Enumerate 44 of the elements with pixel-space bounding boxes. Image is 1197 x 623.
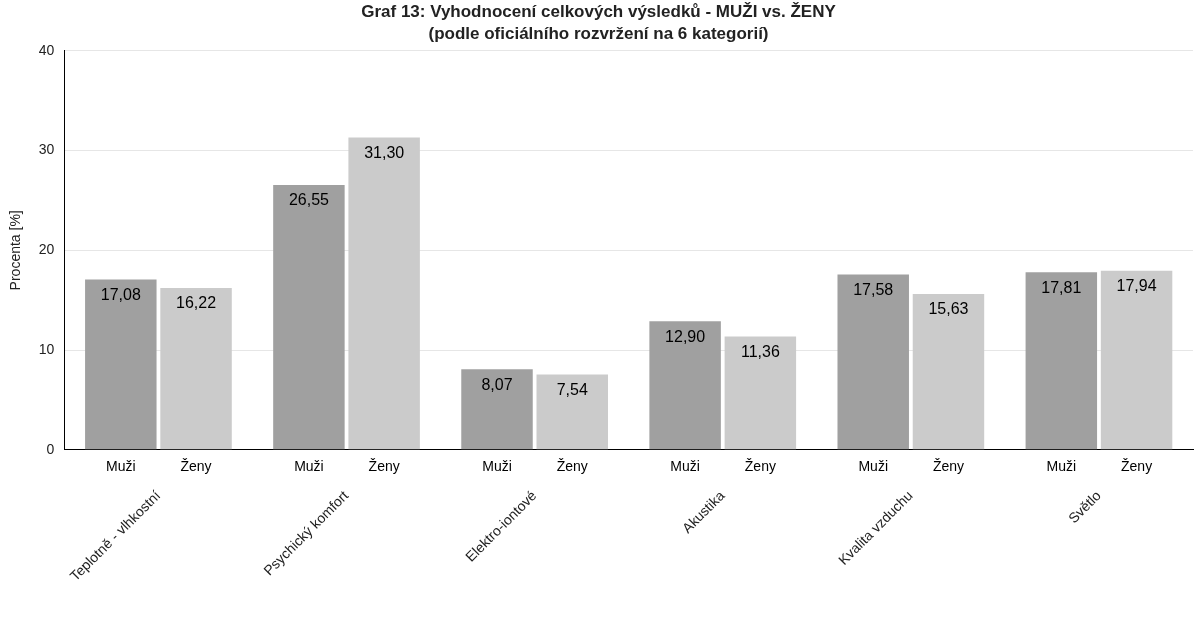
data-label: 26,55 — [288, 191, 330, 209]
data-label: 15,63 — [928, 300, 969, 318]
bar — [649, 321, 721, 450]
text: Muži — [294, 457, 324, 474]
y-tick-label: 20 — [38, 241, 55, 258]
text: Ženy — [368, 457, 400, 474]
text: Ženy — [1121, 457, 1153, 474]
chart-subtitle: (podle oficiálního rozvržení na 6 kategorií) — [428, 24, 769, 44]
bar — [461, 369, 533, 450]
text: Muži — [858, 457, 888, 474]
text: Ženy — [932, 457, 965, 474]
text: Ženy — [556, 457, 588, 474]
data-label: 11,36 — [740, 342, 780, 360]
data-label: 8,07 — [481, 375, 513, 393]
bar — [85, 279, 157, 450]
bar — [724, 336, 797, 450]
data-label: 17,08 — [100, 285, 141, 303]
y-tick-label: 10 — [38, 340, 55, 357]
bar — [348, 137, 420, 450]
data-label: 17,81 — [1041, 278, 1082, 296]
data-label: 12,90 — [665, 327, 706, 345]
series-label: Ženy — [180, 457, 212, 474]
chart-title: Graf 13: Vyhodnocení celkových výsledků - MUŽI vs. ŽENY — [361, 1, 837, 21]
bar — [1100, 270, 1173, 450]
bar — [273, 184, 345, 450]
data-label: 17,58 — [853, 280, 894, 298]
data-label: 31,30 — [364, 144, 405, 161]
text: Muži — [1046, 457, 1077, 474]
bar — [837, 274, 909, 450]
bar — [912, 293, 985, 450]
data-label: 7,54 — [556, 381, 588, 399]
y-axis-title: Procenta [%] — [7, 210, 24, 291]
series-label: Muži — [106, 457, 136, 474]
text: Muži — [670, 457, 700, 474]
data-label: 16,22 — [176, 294, 217, 312]
data-label: 17,94 — [1116, 277, 1157, 295]
y-tick-label: 0 — [46, 440, 55, 457]
text: Muži — [482, 457, 512, 474]
y-tick-label: 40 — [38, 41, 55, 58]
bar — [1025, 272, 1098, 450]
y-tick-label: 30 — [38, 141, 55, 158]
text: Ženy — [744, 457, 776, 474]
bar — [160, 288, 232, 450]
bar — [536, 374, 608, 450]
